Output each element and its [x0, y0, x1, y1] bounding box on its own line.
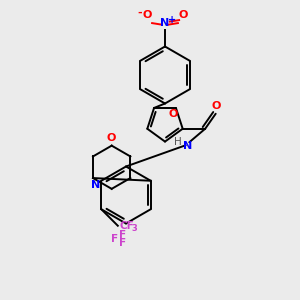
- Text: N: N: [183, 141, 192, 151]
- Text: N: N: [91, 181, 100, 190]
- Text: +: +: [167, 15, 176, 26]
- Text: F: F: [119, 238, 126, 248]
- Text: O: O: [178, 10, 188, 20]
- Text: F: F: [119, 230, 126, 240]
- Text: O: O: [211, 101, 220, 111]
- Text: H: H: [174, 136, 182, 147]
- Text: 3: 3: [132, 224, 138, 233]
- Text: -: -: [138, 8, 142, 18]
- Text: O: O: [107, 133, 116, 143]
- Text: F: F: [111, 234, 118, 244]
- Text: O: O: [142, 10, 152, 20]
- Text: N: N: [160, 18, 169, 28]
- Text: CF: CF: [119, 221, 134, 231]
- Text: O: O: [169, 110, 178, 119]
